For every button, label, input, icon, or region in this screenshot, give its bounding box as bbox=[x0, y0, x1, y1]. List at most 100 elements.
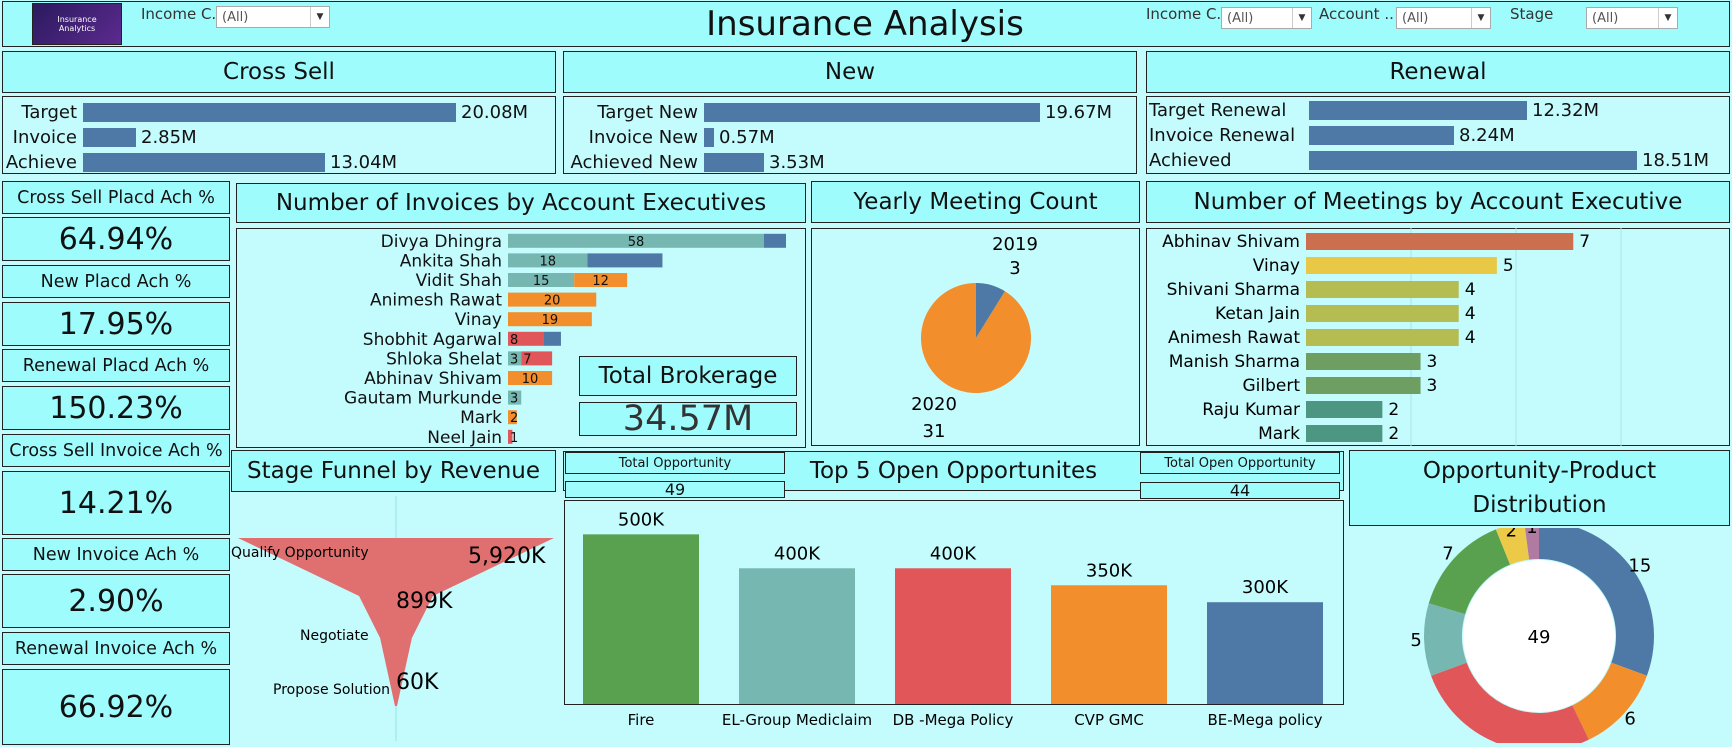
meeting-ae-label: Vinay bbox=[1253, 256, 1300, 276]
meeting-bar-value: 4 bbox=[1465, 304, 1476, 324]
filter-label-income: Income C.. bbox=[1146, 5, 1226, 23]
filter-value: (All) bbox=[1227, 10, 1254, 26]
donut-slice-label: 7 bbox=[1442, 543, 1453, 564]
donut-slice bbox=[1431, 662, 1589, 743]
opportunity-bar-value: 350K bbox=[1086, 560, 1133, 581]
bar-label: Achieved New bbox=[570, 151, 698, 173]
invoice-bar-label: 12 bbox=[592, 274, 609, 289]
donut-title-line-1: Opportunity-Product bbox=[1422, 458, 1657, 484]
opportunity-bar bbox=[1051, 585, 1167, 704]
new-panel: Target New 19.67M Invoice New 0.57M Achi… bbox=[563, 96, 1137, 174]
meeting-ae-label: Raju Kumar bbox=[1202, 400, 1300, 420]
meeting-bar bbox=[1306, 257, 1497, 274]
cross-sell-header: Cross Sell bbox=[2, 51, 556, 93]
renewal-row: Invoice Renewal 8.24M bbox=[1147, 124, 1515, 146]
invoice-bar-label: 3 bbox=[510, 392, 518, 407]
bar-value: 18.51M bbox=[1642, 149, 1710, 171]
invoice-ae-label: Ankita Shah bbox=[400, 251, 502, 271]
invoice-bar-segment bbox=[508, 429, 513, 444]
renewal-row: Target Renewal 12.32M bbox=[1147, 99, 1599, 121]
meeting-ae-label: Animesh Rawat bbox=[1168, 328, 1300, 348]
total-open-opportunity-label: Total Open Opportunity bbox=[1140, 452, 1340, 474]
invoice-bar-label: 7 bbox=[523, 352, 531, 367]
meeting-ae-label: Mark bbox=[1258, 424, 1300, 444]
new-row: Target New 19.67M bbox=[564, 101, 1112, 123]
filter-label-stage: Stage bbox=[1510, 5, 1554, 23]
logo: Insurance Analytics bbox=[32, 3, 122, 45]
opportunity-bar-value: 300K bbox=[1242, 577, 1289, 598]
donut-slice bbox=[1424, 603, 1467, 676]
invoice-bar-label: 3 bbox=[510, 352, 518, 367]
total-opportunity-value: 49 bbox=[565, 480, 785, 499]
filter-dropdown-account[interactable]: (All) ▼ bbox=[1396, 7, 1491, 29]
filter-dropdown-stage[interactable]: (All) ▼ bbox=[1586, 7, 1678, 29]
meeting-bar-value: 3 bbox=[1427, 376, 1438, 396]
filter-value: (All) bbox=[1402, 10, 1429, 26]
pie-year-label: 2019 bbox=[992, 234, 1038, 255]
cross-sell-row: Achieve 13.04M bbox=[3, 151, 397, 173]
bar bbox=[83, 152, 325, 172]
meeting-panel bbox=[811, 228, 1140, 446]
funnel-value-label: 5,920K bbox=[468, 544, 546, 569]
meeting-header: Yearly Meeting Count bbox=[811, 181, 1140, 223]
invoice-bar-segment bbox=[763, 233, 786, 248]
meeting-bar-value: 2 bbox=[1388, 424, 1399, 444]
invoice-bar-segment bbox=[508, 371, 553, 385]
opportunity-bar-value: 400K bbox=[774, 543, 821, 564]
bar-label: Target New bbox=[597, 101, 698, 123]
invoice-bar-label: 19 bbox=[542, 313, 559, 328]
new-row: Achieved New 3.53M bbox=[564, 151, 824, 173]
invoice-bar-segment bbox=[508, 233, 764, 248]
meeting-bar-value: 2 bbox=[1388, 400, 1399, 420]
kpi-label: Cross Sell Placd Ach % bbox=[2, 181, 230, 214]
bar-value: 0.57M bbox=[719, 126, 775, 148]
invoice-ae-label: Vidit Shah bbox=[416, 271, 502, 291]
pie-slice bbox=[976, 283, 1005, 338]
bar bbox=[704, 102, 1040, 122]
filter-label-income-left: Income C.. bbox=[141, 5, 221, 23]
total-open-opportunity-value: 44 bbox=[1140, 481, 1340, 500]
cross-sell-row: Target 20.08M bbox=[3, 101, 528, 123]
invoices-panel bbox=[236, 228, 806, 448]
donut-slice-label: 15 bbox=[1628, 556, 1651, 577]
invoices-header: Number of Invoices by Account Executives bbox=[236, 183, 806, 223]
bar-label: Target bbox=[21, 101, 77, 123]
bar bbox=[704, 127, 714, 147]
donut-slice-label: 6 bbox=[1624, 709, 1635, 730]
renewal-row: Achieved 18.51M bbox=[1147, 149, 1709, 171]
donut-header: Opportunity-Product Distribution bbox=[1349, 450, 1730, 526]
filter-dropdown-income-left[interactable]: (All) ▼ bbox=[216, 6, 330, 28]
invoice-ae-label: Mark bbox=[460, 408, 502, 428]
bar-value: 12.32M bbox=[1532, 99, 1600, 121]
page-title: Insurance Analysis bbox=[706, 4, 1024, 44]
bar bbox=[83, 102, 456, 122]
invoice-ae-label: Abhinav Shivam bbox=[364, 369, 502, 389]
donut-slice bbox=[1525, 528, 1539, 560]
kpi-label: Renewal Invoice Ach % bbox=[2, 632, 230, 665]
yearly-meeting-pie: 2019 3 2020 31 bbox=[911, 234, 1038, 442]
opportunity-category-label: DB -Mega Policy bbox=[893, 711, 1014, 729]
donut-slice-label: 1 bbox=[1526, 528, 1537, 538]
renewal-header: Renewal bbox=[1146, 51, 1730, 93]
kpi-label: New Invoice Ach % bbox=[2, 538, 230, 571]
meeting-bar bbox=[1306, 281, 1459, 298]
meeting-bar-value: 4 bbox=[1465, 328, 1476, 348]
meeting-bar bbox=[1306, 305, 1459, 322]
meeting-ae-label: Shivani Sharma bbox=[1167, 280, 1300, 300]
meetings-ae-panel bbox=[1146, 228, 1730, 446]
bar bbox=[1309, 100, 1527, 120]
donut-slice bbox=[1428, 529, 1511, 615]
meeting-ae-label: Ketan Jain bbox=[1215, 304, 1300, 324]
bar bbox=[704, 152, 764, 172]
funnel-value-label: 60K bbox=[396, 670, 439, 695]
top5-chart: 500K Fire 400K EL-Group Mediclaim 400K DB -Me… bbox=[583, 509, 1323, 729]
donut-title-line-2: Distribution bbox=[1472, 492, 1607, 518]
filter-dropdown-income[interactable]: (All) ▼ bbox=[1221, 7, 1312, 29]
opportunity-bar bbox=[1207, 602, 1323, 704]
meeting-bar-value: 7 bbox=[1579, 232, 1590, 252]
kpi-value: 66.92% bbox=[2, 669, 230, 745]
invoice-bar-label: 10 bbox=[522, 372, 539, 387]
meeting-bar-value: 4 bbox=[1465, 280, 1476, 300]
opportunity-bar-value: 400K bbox=[930, 543, 977, 564]
